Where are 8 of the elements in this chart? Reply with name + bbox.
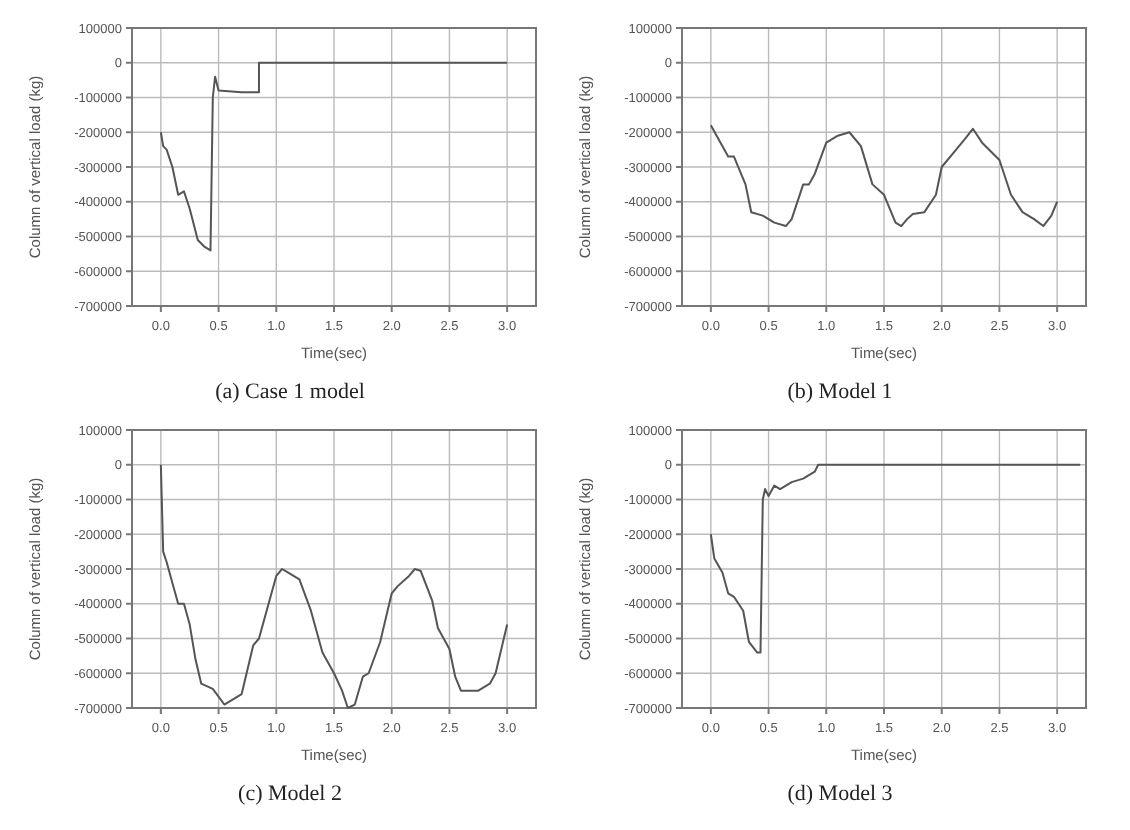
text: (a) Case 1 model [215,380,365,404]
line-series [709,463,1082,654]
text: (b) Model 1 [787,380,893,404]
text: (d) Model 3 [787,782,894,806]
text: (c) Model 2 [238,782,342,806]
line-series [159,61,509,252]
line-series [159,463,509,709]
line-series [709,124,1059,228]
